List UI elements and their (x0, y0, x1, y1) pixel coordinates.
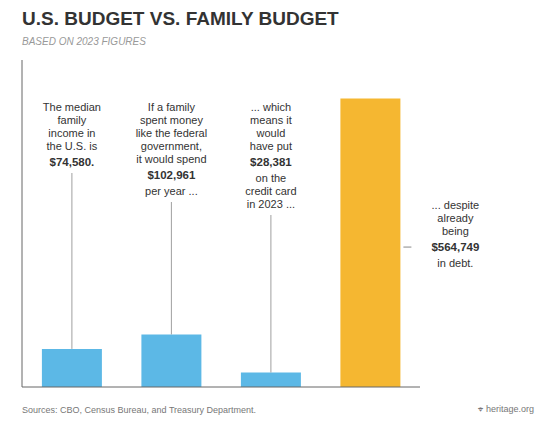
svg-text:$74,580.: $74,580. (50, 156, 95, 168)
svg-text:The median: The median (43, 101, 101, 113)
svg-text:on the: on the (256, 172, 287, 184)
svg-text:... which: ... which (251, 101, 291, 113)
svg-text:means it: means it (250, 114, 292, 126)
svg-text:the U.S. is: the U.S. is (47, 140, 98, 152)
svg-text:income in: income in (48, 127, 95, 139)
svg-text:family: family (58, 114, 87, 126)
html-text:Sources: CBO, Census Bureau, a: Sources: CBO, Census Bureau, and Treasur… (22, 405, 257, 415)
svg-text:like the federal: like the federal (136, 127, 208, 139)
html-text:U.S. BUDGET VS. FAMILY BUDGET: U.S. BUDGET VS. FAMILY BUDGET (22, 8, 339, 29)
svg-text:$564,749: $564,749 (431, 241, 479, 253)
svg-text:credit card: credit card (245, 185, 296, 197)
svg-text:spent money: spent money (140, 114, 203, 126)
svg-text:government,: government, (141, 140, 202, 152)
html-text:⌖ heritage.org: ⌖ heritage.org (478, 404, 534, 414)
svg-text:in 2023 ...: in 2023 ... (247, 198, 295, 210)
svg-text:would: would (256, 127, 286, 139)
svg-text:being: being (442, 225, 469, 237)
svg-text:already: already (437, 212, 474, 224)
html-text:BASED ON 2023 FIGURES: BASED ON 2023 FIGURES (22, 36, 146, 47)
svg-text:per year ...: per year ... (145, 185, 198, 197)
svg-text:$102,961: $102,961 (147, 169, 196, 181)
svg-text:in debt.: in debt. (437, 257, 473, 269)
svg-text:If a family: If a family (148, 101, 196, 113)
svg-text:... despite: ... despite (432, 199, 480, 211)
svg-text:have put: have put (250, 140, 292, 152)
svg-text:it would spend: it would spend (136, 153, 206, 165)
svg-text:$28,381: $28,381 (250, 156, 292, 168)
